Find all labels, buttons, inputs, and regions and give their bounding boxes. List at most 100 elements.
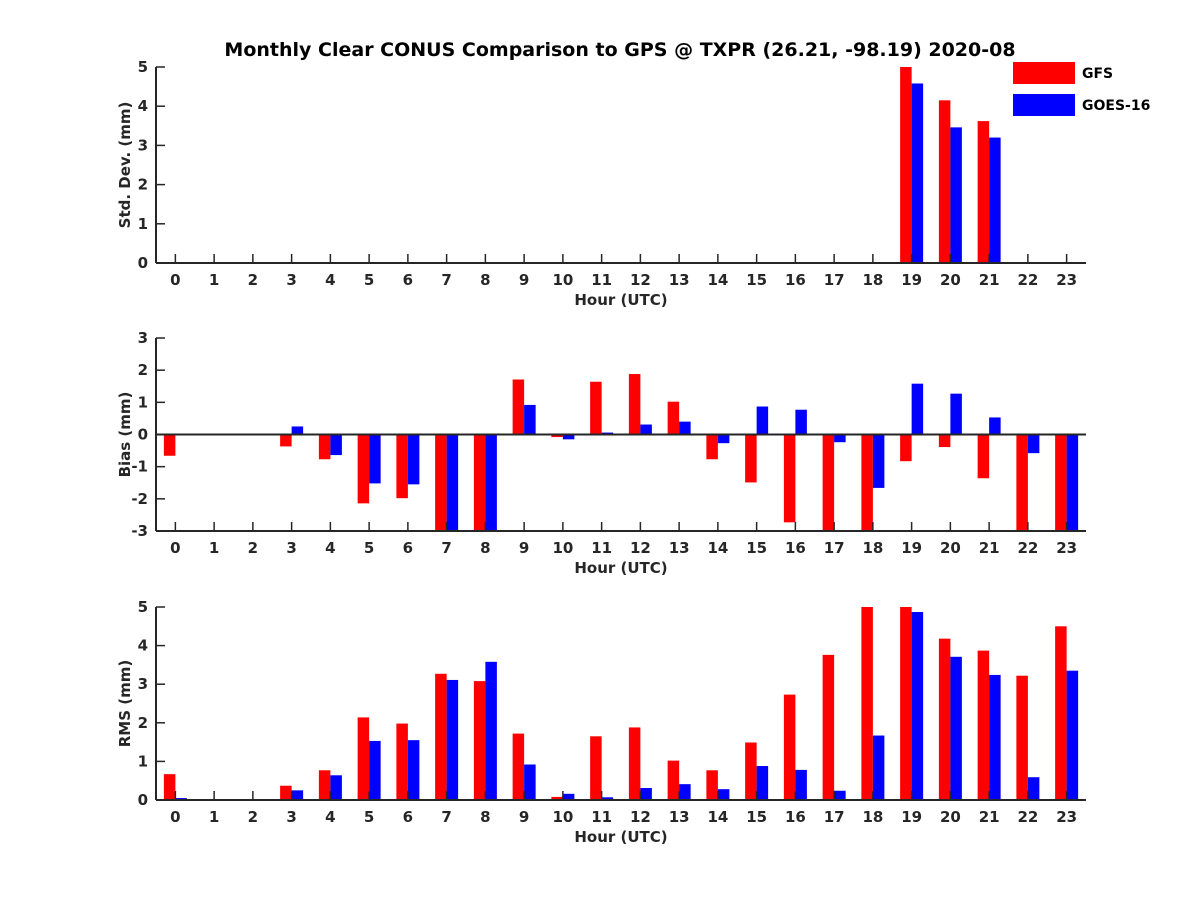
x-tick-label: 22 <box>1017 271 1038 289</box>
bar <box>938 434 951 448</box>
bar <box>1016 434 1028 531</box>
x-tick-label: 13 <box>669 808 690 826</box>
y-tick-label: 3 <box>138 329 148 347</box>
bar <box>407 434 420 485</box>
bar <box>977 121 990 263</box>
x-tick-label: 15 <box>746 539 767 557</box>
x-tick-label: 16 <box>785 808 806 826</box>
x-tick-label: 18 <box>862 539 883 557</box>
x-tick-label: 8 <box>480 808 490 826</box>
bar <box>291 426 304 435</box>
bar <box>435 434 447 531</box>
bar <box>330 434 342 456</box>
bar <box>822 654 835 800</box>
x-tick-label: 11 <box>591 539 612 557</box>
x-tick-label: 8 <box>480 539 490 557</box>
bar <box>590 381 602 435</box>
x-tick-label: 1 <box>209 539 219 557</box>
bar <box>1027 434 1040 454</box>
x-tick-label: 19 <box>901 808 922 826</box>
x-tick-label: 15 <box>746 271 767 289</box>
bar <box>834 434 846 443</box>
x-tick-label: 5 <box>364 271 374 289</box>
x-tick-label: 6 <box>403 539 413 557</box>
x-tick-label: 23 <box>1056 271 1077 289</box>
x-tick-label: 14 <box>707 808 728 826</box>
x-tick-label: 2 <box>248 271 258 289</box>
bar <box>524 764 536 800</box>
y-tick-label: 0 <box>138 791 148 809</box>
x-tick-label: 18 <box>862 808 883 826</box>
bar <box>163 774 176 800</box>
bar <box>446 434 459 531</box>
bar <box>1066 670 1079 800</box>
bar <box>667 401 680 435</box>
bar <box>357 434 370 504</box>
bar <box>318 770 331 800</box>
x-tick-label: 4 <box>325 539 335 557</box>
x-tick-label: 12 <box>630 271 651 289</box>
x-tick-label: 23 <box>1056 808 1077 826</box>
bar <box>280 785 292 800</box>
y-tick-label: 2 <box>138 361 148 379</box>
bar <box>407 740 420 800</box>
bar <box>989 417 1001 435</box>
y-tick-label: 2 <box>138 714 148 732</box>
bar <box>938 100 951 263</box>
x-tick-label: 6 <box>403 271 413 289</box>
bar <box>628 727 641 800</box>
x-tick-label: 14 <box>707 271 728 289</box>
bar <box>435 673 447 800</box>
x-tick-label: 2 <box>248 539 258 557</box>
x-tick-label: 11 <box>591 808 612 826</box>
bar <box>562 793 575 800</box>
x-tick-label: 3 <box>286 808 296 826</box>
bar <box>834 790 846 800</box>
y-tick-label: 2 <box>138 176 148 194</box>
x-tick-label: 9 <box>519 539 529 557</box>
x-tick-label: 10 <box>552 271 573 289</box>
bar <box>872 735 885 800</box>
bar <box>783 694 796 800</box>
bar <box>977 650 990 800</box>
bar <box>795 409 807 435</box>
bar <box>706 770 718 800</box>
y-axis-label: Bias (mm) <box>116 392 134 478</box>
y-tick-label: 5 <box>138 598 148 616</box>
bar <box>745 742 757 800</box>
x-tick-label: 11 <box>591 271 612 289</box>
x-tick-label: 16 <box>785 271 806 289</box>
x-tick-label: 16 <box>785 539 806 557</box>
x-tick-label: 23 <box>1056 539 1077 557</box>
bar <box>1016 675 1028 800</box>
bar <box>446 679 459 800</box>
bar <box>822 434 835 531</box>
x-tick-label: 7 <box>441 539 451 557</box>
bar <box>950 127 962 264</box>
bar <box>745 434 757 483</box>
x-tick-label: 8 <box>480 271 490 289</box>
y-tick-label: 4 <box>138 97 148 115</box>
bar <box>900 607 912 800</box>
x-tick-label: 1 <box>209 271 219 289</box>
y-axis-label: RMS (mm) <box>116 660 134 747</box>
x-tick-label: 10 <box>552 808 573 826</box>
bar <box>551 796 563 800</box>
x-tick-label: 13 <box>669 539 690 557</box>
x-tick-label: 1 <box>209 808 219 826</box>
bar <box>640 424 652 435</box>
bar <box>1055 626 1067 800</box>
x-tick-label: 19 <box>901 271 922 289</box>
y-tick-label: 3 <box>138 675 148 693</box>
x-tick-label: 2 <box>248 808 258 826</box>
bar <box>485 434 497 531</box>
bar <box>977 434 990 479</box>
x-tick-label: 15 <box>746 808 767 826</box>
bar <box>640 788 652 800</box>
x-tick-label: 21 <box>979 539 1000 557</box>
x-tick-label: 4 <box>325 271 335 289</box>
y-tick-label: 4 <box>138 637 148 655</box>
bar <box>1027 777 1040 800</box>
